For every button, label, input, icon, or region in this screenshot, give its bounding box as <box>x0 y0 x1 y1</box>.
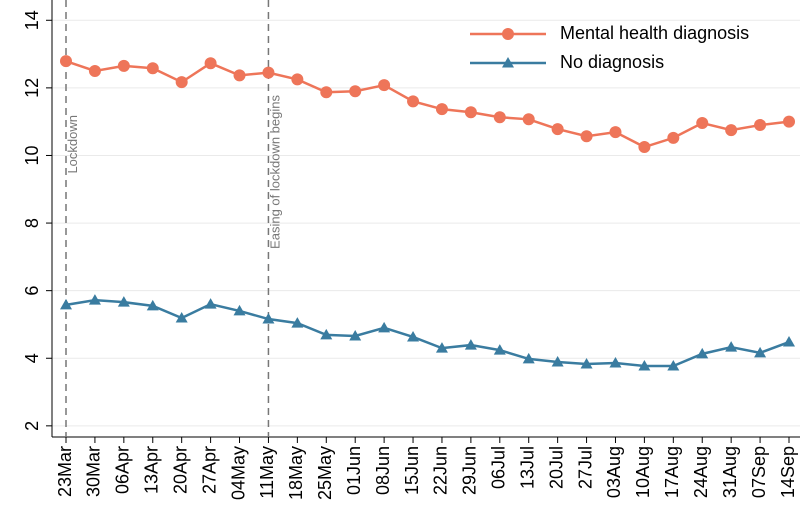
y-tick-label: 4 <box>22 353 42 363</box>
x-tick-label: 31Aug <box>720 446 740 498</box>
x-tick-label: 10Aug <box>633 446 653 498</box>
marker <box>320 86 333 99</box>
marker <box>378 321 391 333</box>
legend-label: Mental health diagnosis <box>560 23 749 43</box>
marker <box>551 355 564 367</box>
x-tick-label: 15Jun <box>402 446 422 495</box>
marker <box>60 55 72 68</box>
x-tick-label: 27Jul <box>575 446 595 489</box>
marker <box>435 103 448 116</box>
marker <box>551 123 564 136</box>
marker <box>754 346 767 358</box>
x-tick-label: 14Sep <box>778 446 798 498</box>
marker <box>502 57 514 68</box>
marker <box>638 141 651 154</box>
marker <box>233 69 246 82</box>
marker <box>291 73 304 86</box>
marker <box>522 113 535 126</box>
marker <box>291 317 304 328</box>
y-tick-label: 6 <box>22 286 42 296</box>
x-tick-label: 30Mar <box>84 446 104 497</box>
x-tick-label: 22Jun <box>431 446 451 495</box>
marker <box>725 124 738 137</box>
marker <box>60 298 72 310</box>
marker <box>88 64 101 77</box>
marker <box>262 313 275 324</box>
x-tick-label: 23Mar <box>55 446 75 497</box>
marker <box>609 356 622 368</box>
y-tick-label: 8 <box>22 218 42 228</box>
marker <box>117 296 130 307</box>
marker <box>146 62 159 75</box>
marker <box>783 336 795 347</box>
y-tick-label: 2 <box>22 421 42 431</box>
marker <box>580 130 593 143</box>
x-tick-label: 01Jun <box>344 446 364 495</box>
marker <box>502 28 514 40</box>
marker <box>407 330 420 342</box>
x-tick-label: 07Sep <box>749 446 769 498</box>
marker <box>580 357 593 369</box>
x-tick-label: 17Aug <box>662 446 682 498</box>
x-tick-label: 08Jun <box>373 446 393 495</box>
marker <box>667 360 680 371</box>
marker <box>175 76 188 89</box>
marker <box>204 57 217 70</box>
x-tick-label: 20Jul <box>546 446 566 489</box>
x-tick-label: 20Apr <box>170 446 190 494</box>
marker <box>783 115 795 128</box>
marker <box>696 347 709 359</box>
marker <box>493 344 506 355</box>
series-line <box>65 59 790 149</box>
marker <box>464 339 477 350</box>
marker <box>378 79 391 92</box>
marker <box>638 360 651 371</box>
marker <box>117 59 130 72</box>
marker <box>609 126 622 139</box>
marker <box>146 299 159 311</box>
marker <box>725 341 738 352</box>
marker <box>522 352 535 364</box>
annotation-text: Easing of lockdown begins <box>267 95 282 249</box>
x-tick-label: 04May <box>228 446 248 500</box>
marker <box>349 85 362 98</box>
x-tick-label: 25May <box>315 446 335 500</box>
x-tick-label: 29Jun <box>460 446 480 495</box>
y-tick-label: 10 <box>22 145 42 165</box>
legend-label: No diagnosis <box>560 52 664 72</box>
marker <box>349 329 362 341</box>
marker <box>262 66 275 79</box>
series-line <box>65 298 790 368</box>
x-tick-label: 13Jul <box>517 446 537 489</box>
marker <box>88 294 101 305</box>
x-tick-label: 06Apr <box>113 446 133 494</box>
x-tick-label: 24Aug <box>691 446 711 498</box>
marker <box>233 304 246 316</box>
x-tick-label: 13Apr <box>142 446 162 494</box>
marker <box>754 119 767 132</box>
marker <box>407 95 420 108</box>
marker <box>464 106 477 119</box>
x-tick-label: 27Apr <box>199 446 219 494</box>
marker <box>493 111 506 124</box>
y-tick-label: 12 <box>22 78 42 98</box>
x-tick-label: 03Aug <box>604 446 624 498</box>
y-tick-label: 14 <box>22 10 42 30</box>
marker <box>696 117 709 130</box>
annotation-text: Lockdown <box>65 115 80 174</box>
marker <box>667 131 680 144</box>
marker <box>320 328 333 340</box>
x-tick-label: 18May <box>286 446 306 500</box>
x-tick-label: 06Jul <box>489 446 509 489</box>
marker <box>435 342 448 353</box>
marker <box>175 312 188 323</box>
marker <box>204 298 217 309</box>
x-tick-label: 11May <box>257 446 277 499</box>
